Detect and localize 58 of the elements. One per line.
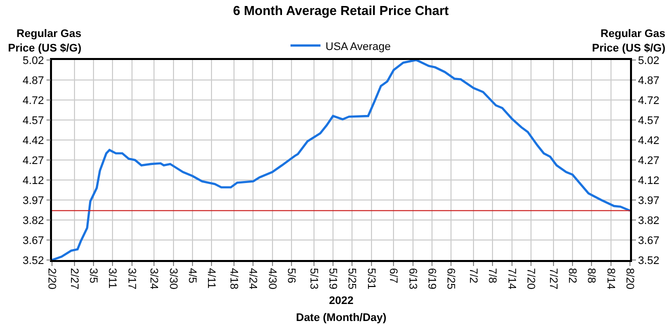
y-tick-label: 4.12 <box>22 174 44 187</box>
x-tick-label: 4/30 <box>266 268 278 290</box>
y-tick-label: 3.52 <box>22 254 44 267</box>
y-tick-label: 3.67 <box>22 234 44 247</box>
y2-tick-label: 4.12 <box>638 174 660 187</box>
x-tick-label: 5/6 <box>284 268 297 284</box>
x-tick-label: 8/8 <box>585 268 598 284</box>
y2-tick-label: 3.82 <box>638 214 660 227</box>
y2-tick-label: 4.42 <box>638 134 660 147</box>
x-tick-label: 4/5 <box>186 268 198 284</box>
x-tick-label: 6/25 <box>444 268 457 290</box>
x-tick-label: 3/30 <box>166 268 179 290</box>
x-tick-label: 6/7 <box>387 268 400 284</box>
x-tick-label: 7/2 <box>466 268 479 284</box>
x-tick-label: 3/11 <box>106 268 118 289</box>
x-tick-label: 5/19 <box>326 268 338 290</box>
y2-axis-title: Regular Gas Price (US $/G) <box>592 28 666 54</box>
y2-tick-label: 5.02 <box>638 54 660 67</box>
y2-tick-label: 4.27 <box>638 154 660 167</box>
y-tick-label: 4.72 <box>22 94 44 107</box>
y2-tick-label: 3.97 <box>638 194 660 207</box>
x-tick-label: 3/17 <box>125 268 138 290</box>
x-tick-label: 2/20 <box>45 268 58 290</box>
y-tick-label: 5.02 <box>22 54 44 67</box>
y2-tick-label: 4.57 <box>638 114 660 127</box>
y-tick-label: 4.57 <box>22 114 44 127</box>
x-tick-label: 4/24 <box>246 268 259 290</box>
x-tick-label: 5/31 <box>364 268 377 290</box>
x-tick-label: 8/14 <box>604 268 616 290</box>
x-tick-label: 2/27 <box>68 268 80 290</box>
chart-title: 6 Month Average Retail Price Chart <box>233 3 450 18</box>
y2-tick-label: 4.87 <box>638 74 660 87</box>
x-tick-label: 7/20 <box>524 268 536 290</box>
y-tick-label: 4.87 <box>22 74 44 87</box>
x-tick-label: 6/19 <box>425 268 438 290</box>
y-tick-label: 3.97 <box>22 194 44 207</box>
x-tick-label: 7/14 <box>505 268 518 290</box>
y-axis-title: Regular Gas Price (US $/G) <box>8 28 82 54</box>
x-tick-label: 7/8 <box>486 268 498 284</box>
text: 2022 <box>329 295 354 307</box>
x-tick-label: 8/2 <box>566 268 578 284</box>
y-tick-label: 3.82 <box>22 214 44 227</box>
x-tick-label: 5/25 <box>346 268 358 290</box>
legend-label: USA Average <box>326 40 391 53</box>
x-tick-label: 6/13 <box>406 268 418 290</box>
x-tick-label: 4/18 <box>227 268 240 290</box>
x-tick-label: 5/13 <box>307 268 320 290</box>
y2-tick-label: 3.67 <box>638 234 660 247</box>
x-tick-label: 8/20 <box>623 268 636 290</box>
x-tick-label: 3/24 <box>148 268 160 290</box>
y2-tick-label: 3.52 <box>638 254 660 267</box>
x-tick-label: 4/11 <box>205 268 218 289</box>
x-tick-label: 7/27 <box>546 268 559 290</box>
x-axis-title: Date (Month/Day) <box>296 312 387 324</box>
x-tick-label: 3/5 <box>86 268 99 284</box>
y-tick-label: 4.42 <box>22 134 44 147</box>
y2-tick-label: 4.72 <box>638 94 660 107</box>
y-tick-label: 4.27 <box>22 154 44 167</box>
